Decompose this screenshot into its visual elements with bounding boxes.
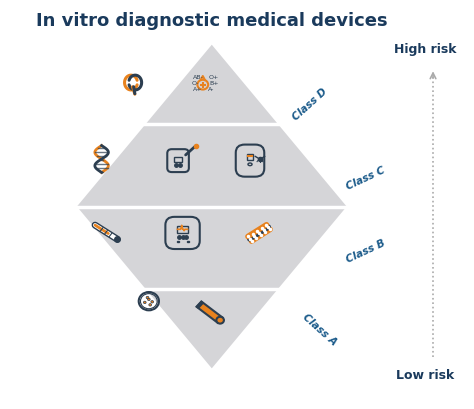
Bar <box>174 157 182 162</box>
Bar <box>247 154 253 160</box>
Bar <box>177 225 188 233</box>
Text: AB-: AB- <box>193 74 204 80</box>
Circle shape <box>144 301 146 303</box>
Text: B+: B+ <box>209 81 219 85</box>
Circle shape <box>146 296 149 299</box>
Text: High risk: High risk <box>394 43 456 56</box>
Text: O+: O+ <box>209 74 219 80</box>
Text: Class A: Class A <box>301 312 339 347</box>
Circle shape <box>149 303 152 306</box>
Text: In vitro diagnostic medical devices: In vitro diagnostic medical devices <box>36 11 388 29</box>
Bar <box>176 240 179 242</box>
Circle shape <box>216 317 224 324</box>
Polygon shape <box>197 301 203 308</box>
Circle shape <box>147 298 150 301</box>
Bar <box>187 240 189 242</box>
Polygon shape <box>74 42 349 371</box>
Text: A-: A- <box>209 87 215 92</box>
Text: Low risk: Low risk <box>396 369 455 382</box>
Polygon shape <box>197 301 223 323</box>
Text: Class B: Class B <box>345 238 387 265</box>
Text: Class D: Class D <box>291 87 329 123</box>
Text: A+: A+ <box>193 87 203 92</box>
Circle shape <box>151 301 154 303</box>
Text: Class C: Class C <box>345 165 386 191</box>
Text: O-: O- <box>191 81 199 85</box>
